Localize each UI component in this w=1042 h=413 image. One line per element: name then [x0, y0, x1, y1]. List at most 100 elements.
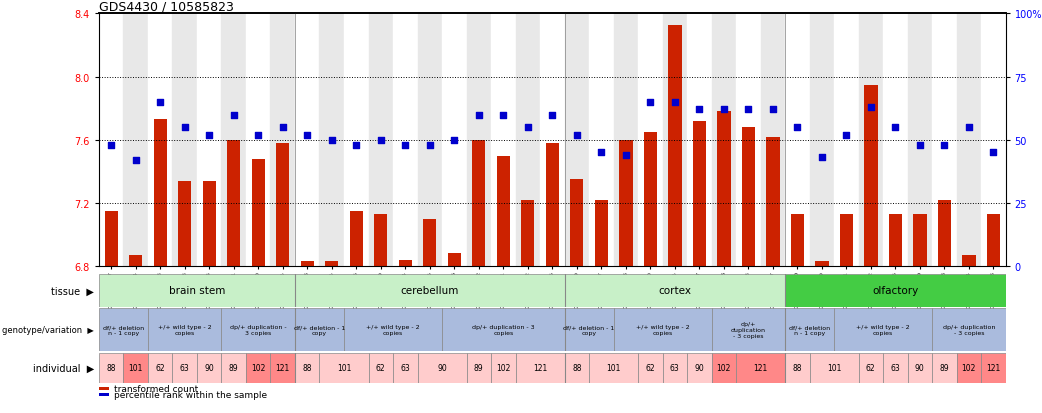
Bar [957, 14, 981, 266]
Text: +/+ wild type - 2
copies: +/+ wild type - 2 copies [636, 324, 690, 335]
Text: 102: 102 [717, 363, 730, 372]
Text: dp/+ duplication - 3
copies: dp/+ duplication - 3 copies [472, 324, 535, 335]
Bar [153, 120, 167, 266]
Text: cortex: cortex [659, 286, 691, 296]
Bar [124, 353, 148, 383]
Bar [374, 214, 388, 266]
Point [569, 132, 586, 139]
Point [544, 112, 561, 119]
Bar [859, 353, 883, 383]
Bar [712, 308, 785, 351]
Bar [369, 14, 393, 266]
Bar [840, 214, 853, 266]
Bar [418, 353, 467, 383]
Bar [565, 353, 589, 383]
Text: 63: 63 [180, 363, 190, 372]
Point [225, 112, 242, 119]
Bar [349, 211, 363, 266]
Text: 89: 89 [474, 363, 483, 372]
Point [618, 152, 635, 159]
Text: 88: 88 [793, 363, 802, 372]
Bar [908, 14, 932, 266]
Text: dp/+ duplication
- 3 copies: dp/+ duplication - 3 copies [943, 324, 995, 335]
Point [593, 150, 610, 156]
Bar [908, 353, 932, 383]
Bar [320, 14, 344, 266]
Point [397, 142, 414, 149]
Bar [344, 14, 369, 266]
Bar [491, 14, 516, 266]
Bar [938, 200, 951, 266]
Point [250, 132, 267, 139]
Text: 101: 101 [606, 363, 621, 372]
Bar [810, 14, 834, 266]
Bar [565, 275, 785, 307]
Point [716, 107, 733, 114]
Text: df/+ deletion - 1
copy: df/+ deletion - 1 copy [294, 324, 345, 335]
Bar [467, 14, 491, 266]
Text: 62: 62 [645, 363, 655, 372]
Bar [442, 308, 565, 351]
Bar [595, 200, 607, 266]
Bar [393, 353, 418, 383]
Point [765, 107, 782, 114]
Bar [546, 144, 559, 266]
Bar [222, 353, 246, 383]
Bar [736, 14, 761, 266]
Point [814, 155, 830, 161]
Bar [295, 14, 320, 266]
Bar [497, 156, 510, 266]
Point [838, 132, 854, 139]
Text: 90: 90 [204, 363, 214, 372]
Bar [491, 353, 516, 383]
Bar [712, 14, 736, 266]
Text: 121: 121 [753, 363, 768, 372]
Text: +/+ wild type - 2
copies: +/+ wild type - 2 copies [366, 324, 420, 335]
Bar [810, 353, 859, 383]
Bar [785, 308, 834, 351]
Bar [883, 353, 908, 383]
Text: 62: 62 [155, 363, 165, 372]
Bar [99, 14, 124, 266]
Text: 62: 62 [376, 363, 386, 372]
Bar [129, 255, 143, 266]
Text: 101: 101 [128, 363, 143, 372]
Point [176, 125, 193, 131]
Bar [589, 353, 638, 383]
Bar [521, 200, 535, 266]
Bar [271, 353, 295, 383]
Bar [251, 159, 265, 266]
Bar [295, 353, 320, 383]
Bar [834, 14, 859, 266]
Point [789, 125, 805, 131]
Bar [766, 137, 779, 266]
Text: 121: 121 [276, 363, 290, 372]
Text: 90: 90 [438, 363, 447, 372]
Bar [644, 133, 658, 266]
Point [323, 137, 340, 144]
Bar [344, 308, 442, 351]
Bar [614, 308, 712, 351]
Text: GDS4430 / 10585823: GDS4430 / 10585823 [99, 0, 233, 13]
Point [495, 112, 512, 119]
Bar [295, 275, 565, 307]
Bar [246, 353, 271, 383]
Bar [834, 308, 932, 351]
Point [372, 137, 389, 144]
Text: 102: 102 [962, 363, 976, 372]
Point [642, 99, 659, 106]
Point [740, 107, 756, 114]
Bar [932, 14, 957, 266]
Text: df/+ deletion - 1
copy: df/+ deletion - 1 copy [564, 324, 615, 335]
Point [985, 150, 1001, 156]
Bar [148, 14, 173, 266]
Bar [148, 308, 222, 351]
Text: 63: 63 [891, 363, 900, 372]
Point [667, 99, 684, 106]
Bar [791, 214, 804, 266]
Point [961, 125, 977, 131]
Bar [859, 14, 883, 266]
Bar [785, 275, 1006, 307]
Bar [663, 14, 687, 266]
Bar [638, 353, 663, 383]
